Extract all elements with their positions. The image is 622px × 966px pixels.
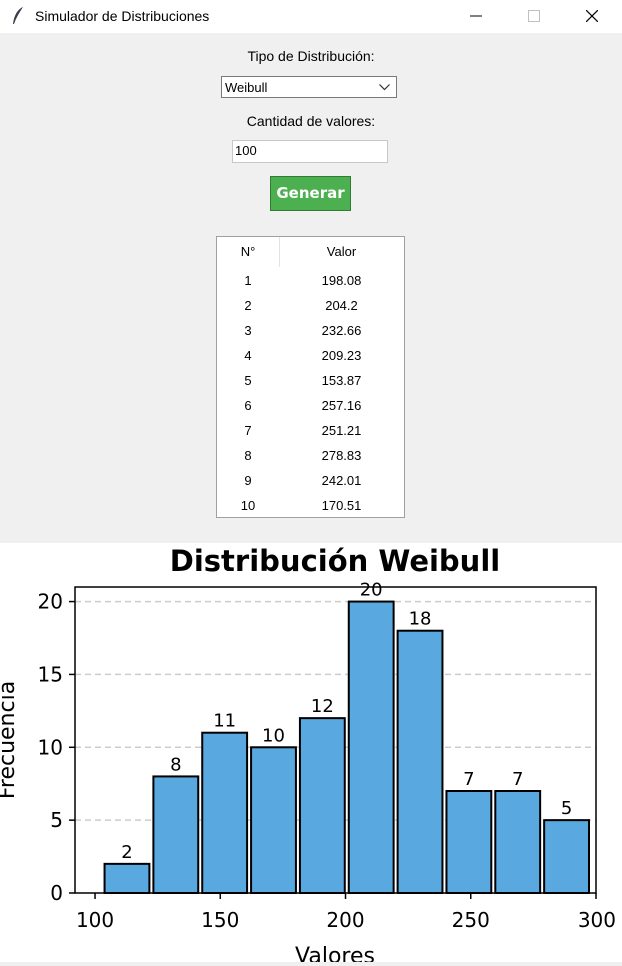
distribution-type-value: Weibull	[225, 80, 268, 95]
x-tick-label: 200	[326, 908, 364, 932]
close-icon	[586, 10, 598, 22]
x-axis-label: Valores	[295, 944, 375, 962]
histogram-chart: 2 8 11 10 12 20 18 7 7 5 0 5 10 15 20 100 150 200 250 300 Di…	[0, 543, 622, 966]
histogram-bar	[543, 819, 590, 894]
row-value: 242.01	[321, 473, 362, 488]
row-number: 2	[244, 298, 252, 313]
bar-value-label: 7	[463, 769, 474, 790]
x-tick-label: 150	[201, 908, 239, 932]
table-row[interactable]: 7 251.21	[217, 419, 404, 444]
table-row[interactable]: 3 232.66	[217, 319, 404, 344]
row-value: 198.08	[321, 273, 362, 288]
maximize-button[interactable]	[505, 0, 563, 33]
table-row[interactable]: 5 153.87	[217, 369, 404, 394]
title-bar: Simulador de Distribuciones	[0, 0, 622, 33]
bar-value-label: 18	[409, 609, 432, 630]
row-value: 251.21	[321, 423, 362, 438]
table-row[interactable]: 10 170.51	[217, 494, 404, 519]
generate-button[interactable]: Generar	[270, 176, 351, 211]
histogram-bar	[152, 775, 200, 894]
row-value: 278.83	[321, 448, 362, 463]
plot-frame	[74, 586, 597, 894]
window-title: Simulador de Distribuciones	[35, 8, 210, 24]
bar-value-label: 2	[121, 842, 132, 863]
histogram-bar	[347, 600, 395, 894]
y-tick-label: 5	[50, 808, 63, 832]
bottom-border	[0, 962, 622, 966]
table-row[interactable]: 6 257.16	[217, 394, 404, 419]
bar-value-label: 20	[360, 580, 383, 601]
row-number: 10	[240, 498, 256, 513]
y-axis-label: Frecuencia	[0, 681, 20, 799]
row-number: 4	[244, 348, 252, 363]
y-tick-label: 10	[38, 735, 63, 759]
histogram-bar	[103, 862, 151, 895]
histogram-bar	[201, 731, 249, 894]
column-separator[interactable]	[279, 237, 280, 267]
count-label: Cantidad de valores:	[246, 113, 376, 129]
table-header: N° Valor	[217, 237, 404, 267]
close-button[interactable]	[563, 0, 621, 33]
chevron-down-icon	[379, 84, 390, 91]
histogram-bar	[298, 717, 346, 894]
y-tick-label: 20	[38, 590, 63, 614]
maximize-icon	[528, 10, 540, 22]
histogram-bar	[396, 629, 444, 894]
table-row[interactable]: 4 209.23	[217, 344, 404, 369]
table-row[interactable]: 2 204.2	[217, 294, 404, 319]
histogram-bar	[250, 746, 297, 894]
table-row[interactable]: 8 278.83	[217, 444, 404, 469]
row-number: 1	[244, 273, 252, 288]
row-number: 9	[244, 473, 252, 488]
minimize-button[interactable]	[447, 0, 505, 33]
x-tick-label: 250	[452, 908, 490, 932]
x-tick-label: 100	[76, 908, 114, 932]
histogram-bar	[494, 790, 542, 894]
distribution-type-label: Tipo de Distribución:	[247, 48, 375, 64]
table-row[interactable]: 9 242.01	[217, 469, 404, 494]
row-number: 6	[244, 398, 252, 413]
bar-value-label: 11	[213, 711, 236, 732]
row-number: 7	[244, 423, 252, 438]
row-value: 170.51	[321, 498, 362, 513]
chart-title: Distribución Weibull	[170, 544, 500, 578]
row-value: 153.87	[321, 373, 362, 388]
bar-value-label: 10	[262, 725, 285, 746]
histogram-bar	[445, 790, 493, 894]
bar-value-label: 12	[311, 696, 334, 717]
row-value: 209.23	[321, 348, 362, 363]
distribution-type-select[interactable]: Weibull	[221, 76, 397, 98]
minimize-icon	[470, 15, 482, 17]
bar-value-label: 5	[561, 798, 572, 819]
row-value: 204.2	[325, 298, 358, 313]
row-number: 3	[244, 323, 252, 338]
row-value: 257.16	[321, 398, 362, 413]
y-tick-label: 15	[38, 662, 63, 686]
table-row[interactable]: 1 198.08	[217, 269, 404, 294]
histogram-svg: 2 8 11 10 12 20 18 7 7 5 0 5 10 15 20 100 150 200 250 300 Di…	[0, 544, 616, 966]
y-tick-label: 0	[50, 881, 63, 905]
row-value: 232.66	[321, 323, 362, 338]
bar-value-label: 7	[512, 769, 523, 790]
values-table: N° Valor 1 198.08 2 204.2 3 232.66 4 209.23 …	[216, 236, 405, 518]
x-tick-label: 300	[578, 908, 616, 932]
bar-value-label: 8	[170, 754, 181, 775]
row-number: 8	[244, 448, 252, 463]
column-header-number[interactable]: N°	[240, 244, 256, 259]
count-input[interactable]: 100	[232, 140, 388, 163]
feather-icon	[13, 7, 23, 24]
row-number: 5	[244, 373, 252, 388]
column-header-value[interactable]: Valor	[326, 244, 357, 259]
